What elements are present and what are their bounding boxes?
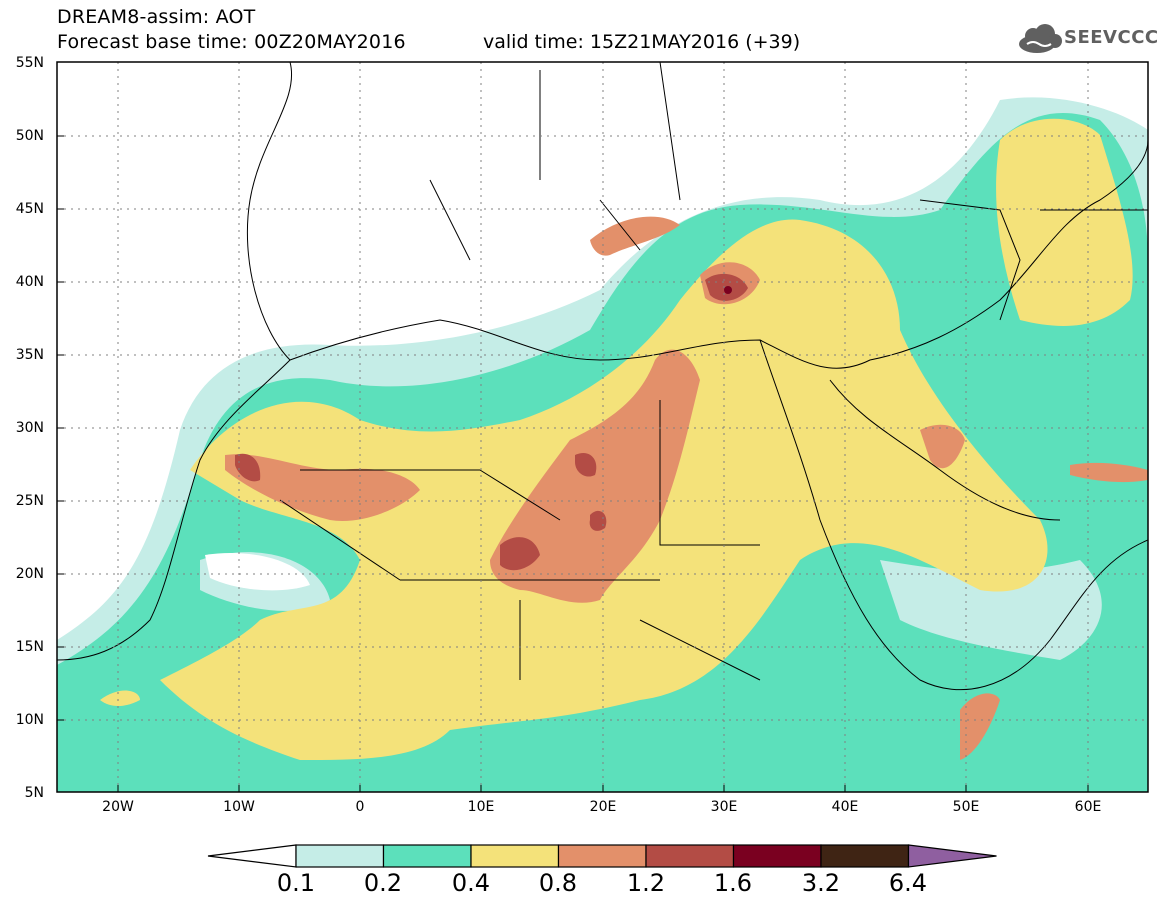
colorbar-label: 0.2 [363, 869, 403, 897]
lat-label: 35N [15, 347, 44, 363]
aot-clear-area [205, 553, 310, 591]
aot-band-1.2 [235, 453, 261, 482]
forecast-base-time: Forecast base time: 00Z20MAY2016 [57, 31, 406, 53]
aot-band-0.8 [225, 454, 420, 521]
cloud-icon [1019, 24, 1062, 53]
graticule [57, 62, 1148, 792]
valid-time: valid time: 15Z21MAY2016 (+39) [483, 31, 801, 53]
logo-text: SEEVCCC [1064, 27, 1159, 48]
lon-label: 0 [355, 799, 365, 815]
colorbar-label: 0.4 [451, 869, 491, 897]
aot-band-1.6 [724, 286, 732, 294]
aot-band-0.8 [920, 424, 965, 469]
aot-band-1.2 [500, 537, 540, 571]
lat-label: 15N [15, 639, 44, 655]
lon-label: 30E [710, 799, 738, 815]
aot-band-0.8 [1070, 462, 1148, 483]
aot-band-0.8 [960, 693, 1000, 760]
colorbar-label: 1.6 [713, 869, 753, 897]
lat-label: 45N [15, 201, 44, 217]
colorbar-label: 6.4 [888, 869, 928, 897]
lat-label: 5N [24, 785, 44, 801]
aot-band-0.8 [590, 216, 680, 256]
aot-band-1.2 [589, 510, 607, 531]
axis-ticks [57, 135, 1089, 792]
lon-label: 20W [102, 799, 134, 815]
lon-label: 10E [467, 799, 495, 815]
coastlines [57, 62, 1148, 691]
lon-label: 10W [223, 799, 255, 815]
colorbar-label: 0.8 [538, 869, 578, 897]
aot-clear-area [880, 560, 1102, 660]
lat-label: 55N [15, 55, 44, 71]
lon-label: 40E [831, 799, 859, 815]
map-title: DREAM8-assim: AOT [57, 6, 256, 28]
aot-band-0.8 [490, 349, 700, 603]
aot-band-0.4 [996, 118, 1133, 326]
lat-label: 40N [15, 274, 44, 290]
lat-label: 10N [15, 712, 44, 728]
aot-band-0.4 [100, 690, 140, 706]
aot-band-1.2 [575, 452, 597, 477]
seevccc-logo [1019, 24, 1062, 53]
lat-label: 20N [15, 566, 44, 582]
lat-label: 30N [15, 420, 44, 436]
colorbar-label: 0.1 [276, 869, 316, 897]
lon-label: 60E [1074, 799, 1102, 815]
lon-label: 20E [589, 799, 617, 815]
lat-label: 25N [15, 493, 44, 509]
colorbar-label: 1.2 [626, 869, 666, 897]
colorbar-label: 3.2 [801, 869, 841, 897]
lat-label: 50N [15, 128, 44, 144]
lon-label: 50E [952, 799, 980, 815]
